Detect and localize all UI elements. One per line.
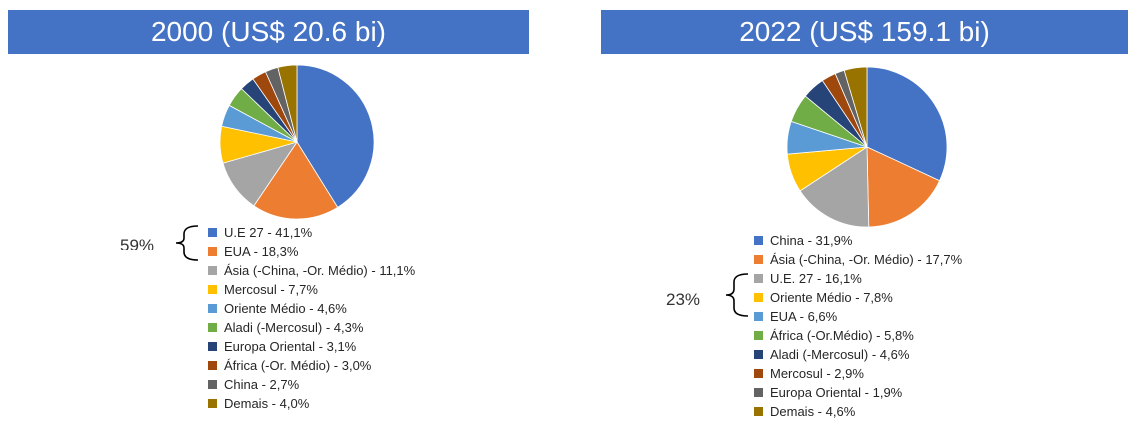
- pie-2022-legend-swatch: [754, 388, 763, 397]
- pie-2022-legend-label: EUA - 6,6%: [770, 309, 838, 324]
- pie-2022-slice-2: [799, 146, 870, 228]
- pie-2022-legend-swatch: [754, 274, 763, 283]
- pie-2022-legend-item: Europa Oriental - 1,9%: [754, 383, 962, 402]
- pie-chart-2022: [786, 66, 948, 228]
- chart-title-2022: 2022 (US$ 159.1 bi): [601, 10, 1128, 54]
- pie-2022-legend-label: Demais - 4,6%: [770, 404, 856, 419]
- pie-2022-legend-label: África (-Or.Médio) - 5,8%: [770, 328, 914, 343]
- legend-2022: China - 31,9% Ásia (-China, -Or. Médio) -…: [754, 231, 962, 421]
- pie-2000-legend-item: Ásia (-China, -Or. Médio) - 11,1%: [208, 261, 415, 280]
- pie-2000-legend-item: África (-Or. Médio) - 3,0%: [208, 356, 415, 375]
- chart-title-2000: 2000 (US$ 20.6 bi): [8, 10, 529, 54]
- pie-2000-legend-label: África (-Or. Médio) - 3,0%: [224, 358, 372, 373]
- pie-2000-legend-swatch: [208, 285, 217, 294]
- legend-2000: U.E 27 - 41,1% EUA - 18,3% Ásia (-China, -…: [208, 223, 415, 413]
- pie-2022-legend-swatch: [754, 369, 763, 378]
- pie-2000-legend-swatch: [208, 247, 217, 256]
- pie-2000-legend-item: U.E 27 - 41,1%: [208, 223, 415, 242]
- pie-2022-slice-0: [866, 66, 948, 182]
- pie-2022-legend-swatch: [754, 312, 763, 321]
- pie-2000-legend-swatch: [208, 399, 217, 408]
- pie-2022-legend-item: China - 31,9%: [754, 231, 962, 250]
- pie-2022-legend-swatch: [754, 293, 763, 302]
- pie-2000-legend-swatch: [208, 380, 217, 389]
- pie-2022-legend-item: Demais - 4,6%: [754, 402, 962, 421]
- pie-2000-legend-swatch: [208, 323, 217, 332]
- pie-2000-legend-item: Europa Oriental - 3,1%: [208, 337, 415, 356]
- pie-2022-legend-item: U.E. 27 - 16,1%: [754, 269, 962, 288]
- pie-2022-legend-swatch: [754, 350, 763, 359]
- pie-2022-legend-label: Europa Oriental - 1,9%: [770, 385, 903, 400]
- pie-2000-legend-label: Ásia (-China, -Or. Médio) - 11,1%: [224, 263, 416, 278]
- pie-2022-legend-label: U.E. 27 - 16,1%: [770, 271, 862, 286]
- pie-2000-legend-label: EUA - 18,3%: [224, 244, 299, 259]
- pie-2000-legend-label: Europa Oriental - 3,1%: [224, 339, 357, 354]
- pie-2022-legend-label: Oriente Médio - 7,8%: [770, 290, 893, 305]
- pie-2022-slice-9: [843, 66, 868, 148]
- pie-2000-legend-label: U.E 27 - 41,1%: [224, 225, 313, 240]
- pie-2000-legend-label: Aladi (-Mercosul) - 4,3%: [224, 320, 364, 335]
- pie-2000-legend-item: EUA - 18,3%: [208, 242, 415, 261]
- pie-2022-legend-label: Aladi (-Mercosul) - 4,6%: [770, 347, 910, 362]
- pie-2000-legend-label: Mercosul - 7,7%: [224, 282, 318, 297]
- pie-2000-legend-item: China - 2,7%: [208, 375, 415, 394]
- pie-2000-legend-swatch: [208, 342, 217, 351]
- pie-2022-legend-item: Ásia (-China, -Or. Médio) - 17,7%: [754, 250, 962, 269]
- bracket-2000: [175, 225, 199, 261]
- pie-2022-legend-swatch: [754, 331, 763, 340]
- pie-2000-legend-swatch: [208, 228, 217, 237]
- annotation-2000: 59%: [120, 236, 155, 250]
- pie-2022-legend-item: África (-Or.Médio) - 5,8%: [754, 326, 962, 345]
- pie-2022-legend-item: Mercosul - 2,9%: [754, 364, 962, 383]
- pie-2022-legend-item: EUA - 6,6%: [754, 307, 962, 326]
- bracket-2022: [725, 273, 749, 317]
- pie-2000-legend-item: Demais - 4,0%: [208, 394, 415, 413]
- pie-2022-legend-label: Ásia (-China, -Or. Médio) - 17,7%: [770, 252, 963, 267]
- pie-2000-legend-label: China - 2,7%: [224, 377, 300, 392]
- annotation-2022: 23%: [666, 290, 701, 309]
- pie-2000-legend-item: Aladi (-Mercosul) - 4,3%: [208, 318, 415, 337]
- pie-2022-legend-swatch: [754, 255, 763, 264]
- pie-2000-slice-0: [296, 64, 375, 208]
- pie-2000-legend-item: Oriente Médio - 4,6%: [208, 299, 415, 318]
- pie-2000-legend-label: Demais - 4,0%: [224, 396, 310, 411]
- pie-2000-slice-9: [277, 64, 298, 143]
- pie-2022-slice-1: [866, 146, 941, 228]
- pie-2022-legend-item: Aladi (-Mercosul) - 4,6%: [754, 345, 962, 364]
- pie-2022-legend-swatch: [754, 407, 763, 416]
- pie-2000-legend-item: Mercosul - 7,7%: [208, 280, 415, 299]
- pie-2000-slice-1: [253, 141, 339, 220]
- pie-2022-legend-swatch: [754, 236, 763, 245]
- pie-2000-legend-swatch: [208, 304, 217, 313]
- pie-2000-legend-label: Oriente Médio - 4,6%: [224, 301, 347, 316]
- pie-2022-legend-item: Oriente Médio - 7,8%: [754, 288, 962, 307]
- pie-chart-2000: [219, 64, 375, 220]
- pie-2022-legend-label: China - 31,9%: [770, 233, 853, 248]
- pie-2000-legend-swatch: [208, 266, 217, 275]
- pie-2022-legend-label: Mercosul - 2,9%: [770, 366, 864, 381]
- pie-2000-legend-swatch: [208, 361, 217, 370]
